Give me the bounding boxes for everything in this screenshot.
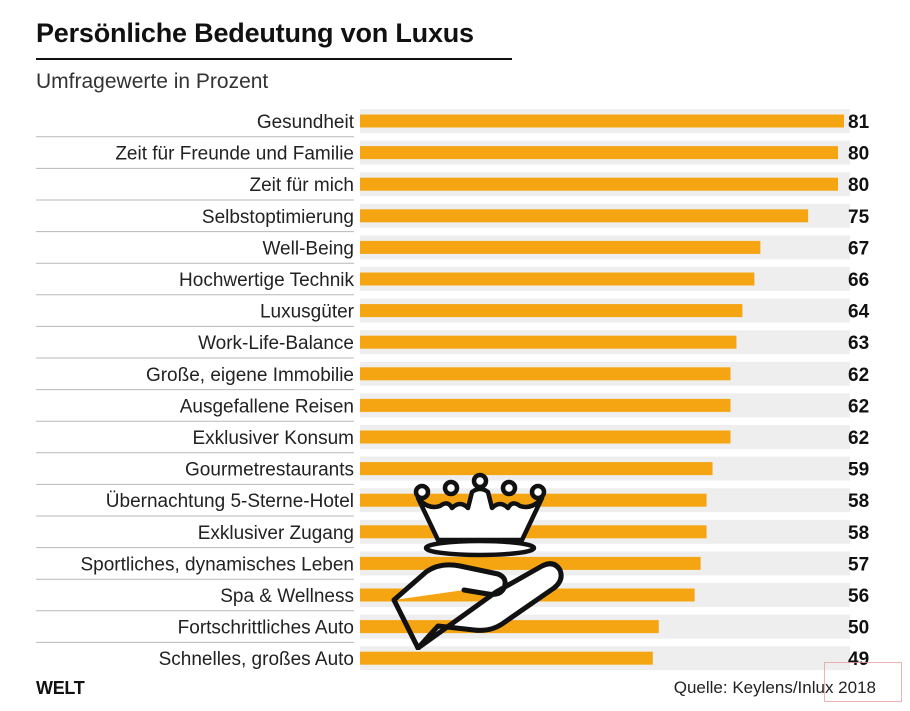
value-label: 59 xyxy=(848,460,869,481)
value-label: 75 xyxy=(848,207,870,228)
value-label: 57 xyxy=(848,554,869,575)
value-label: 58 xyxy=(848,491,869,512)
category-label: Ausgefallene Reisen xyxy=(180,396,354,417)
value-label: 81 xyxy=(848,112,870,133)
category-label: Exklusiver Zugang xyxy=(198,523,354,544)
value-label: 49 xyxy=(848,649,869,670)
bar xyxy=(360,146,839,160)
category-label: Große, eigene Immobilie xyxy=(146,365,354,386)
category-label: Work-Life-Balance xyxy=(198,333,354,354)
value-label: 62 xyxy=(848,428,869,449)
value-label: 64 xyxy=(848,302,870,323)
category-label: Übernachtung 5-Sterne-Hotel xyxy=(106,491,354,512)
bar xyxy=(360,430,731,444)
bar xyxy=(360,367,731,381)
value-label: 56 xyxy=(848,586,869,607)
chart-subtitle: Umfragewerte in Prozent xyxy=(36,70,269,93)
category-label: Hochwertige Technik xyxy=(179,270,354,291)
category-label: Zeit für Freunde und Familie xyxy=(115,144,354,165)
bar xyxy=(360,209,809,223)
brand-logo: WELT xyxy=(36,678,85,698)
category-label: Gourmetrestaurants xyxy=(185,460,354,481)
value-label: 80 xyxy=(848,144,869,165)
value-label: 58 xyxy=(848,523,869,544)
bar xyxy=(360,335,737,349)
category-label: Well-Being xyxy=(262,238,354,259)
bar xyxy=(360,114,844,128)
bar xyxy=(360,462,713,476)
value-label: 80 xyxy=(848,175,869,196)
bar xyxy=(360,240,761,254)
crown-hand-illustration xyxy=(391,472,564,650)
category-label: Zeit für mich xyxy=(249,175,354,196)
source-note: Quelle: Keylens/Inlux 2018 xyxy=(673,678,876,697)
bar xyxy=(360,398,731,412)
value-label: 62 xyxy=(848,396,869,417)
open-hand-icon xyxy=(391,561,564,650)
bar xyxy=(360,304,743,318)
value-label: 67 xyxy=(848,238,869,259)
crown-icon xyxy=(413,472,547,558)
category-label: Exklusiver Konsum xyxy=(192,428,354,449)
bar xyxy=(360,651,653,665)
category-label: Selbstoptimierung xyxy=(202,207,354,228)
value-label: 63 xyxy=(848,333,869,354)
category-label: Fortschrittliches Auto xyxy=(178,618,354,639)
category-label: Sportliches, dynamisches Leben xyxy=(80,554,354,575)
value-label: 50 xyxy=(848,618,869,639)
title-underline xyxy=(36,58,512,60)
bar xyxy=(360,272,755,286)
category-label: Gesundheit xyxy=(257,112,355,133)
chart-title: Persönliche Bedeutung von Luxus xyxy=(36,18,474,48)
category-label: Schnelles, großes Auto xyxy=(159,649,354,670)
value-label: 66 xyxy=(848,270,869,291)
bar xyxy=(360,177,839,191)
category-label: Luxusgüter xyxy=(260,302,355,323)
watermark-stamp xyxy=(824,662,902,702)
category-label: Spa & Wellness xyxy=(220,586,354,607)
value-label: 62 xyxy=(848,365,869,386)
